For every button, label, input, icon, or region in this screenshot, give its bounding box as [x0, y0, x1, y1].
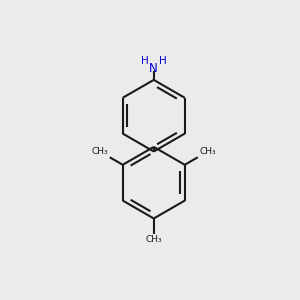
Text: H: H	[141, 56, 148, 66]
Text: CH₃: CH₃	[92, 147, 108, 156]
Text: H: H	[159, 56, 167, 66]
Text: CH₃: CH₃	[200, 147, 216, 156]
Text: CH₃: CH₃	[146, 236, 162, 244]
Text: N: N	[149, 62, 158, 75]
